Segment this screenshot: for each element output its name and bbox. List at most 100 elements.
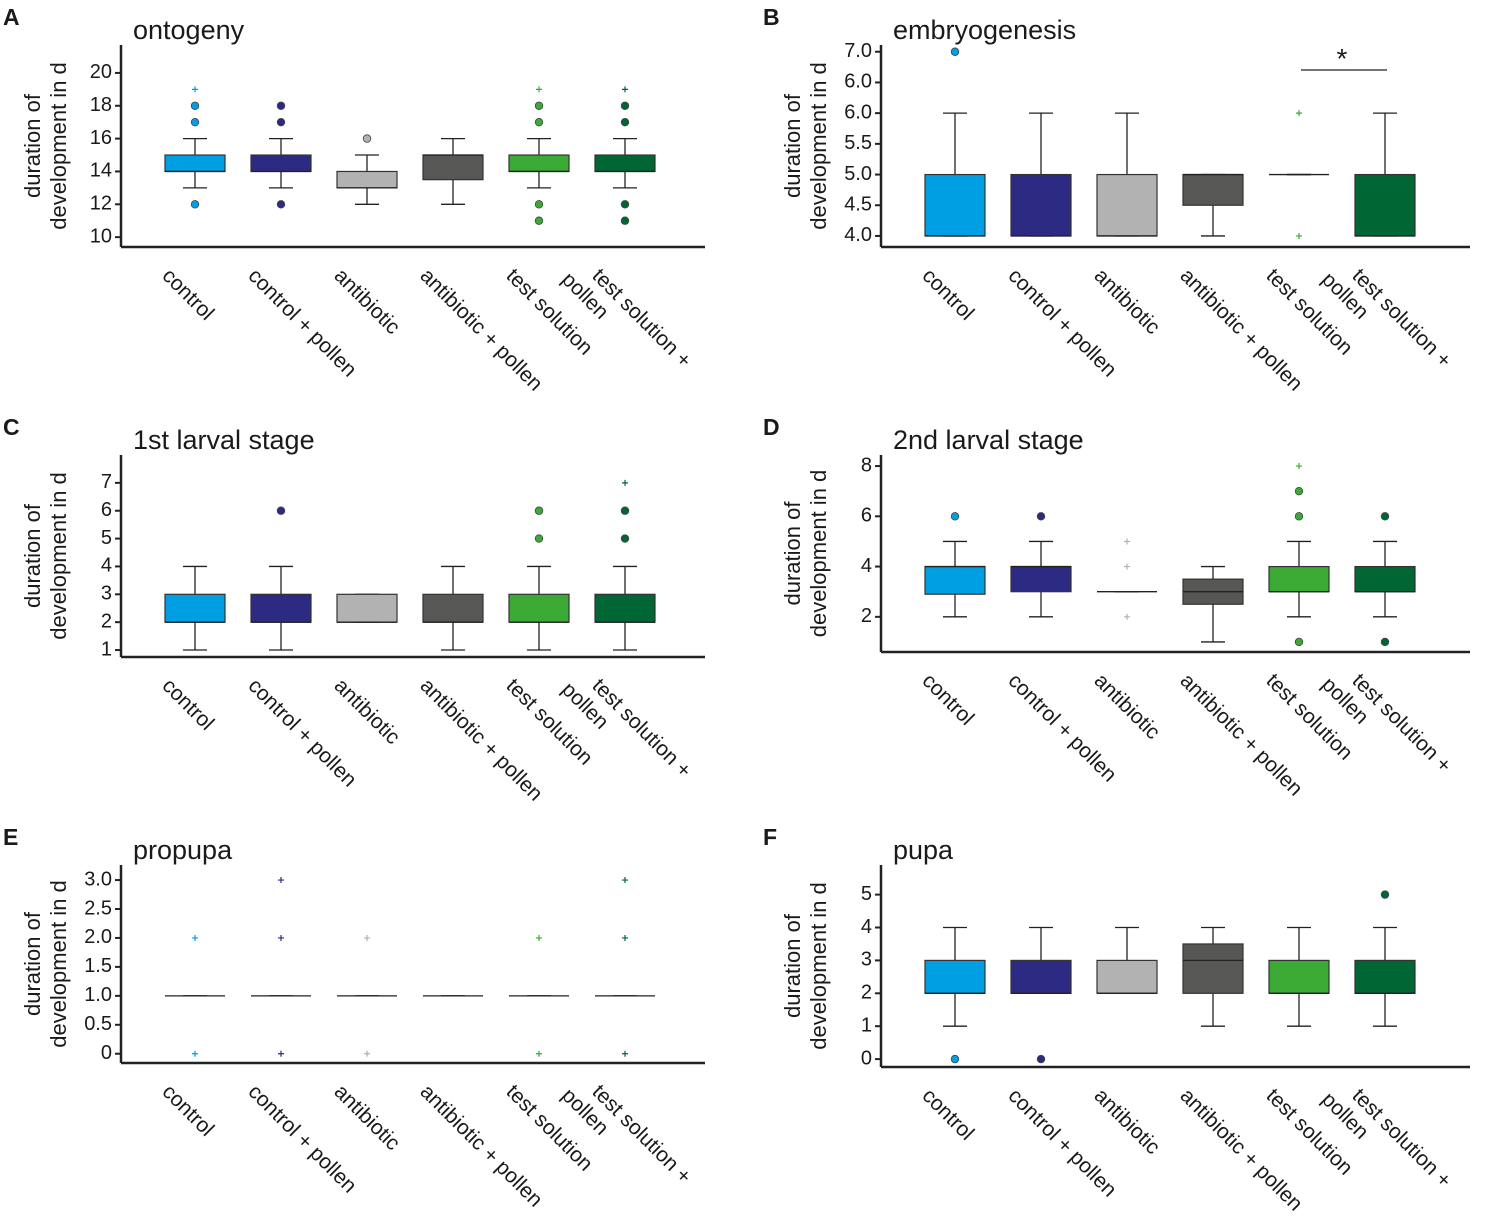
box xyxy=(164,593,226,623)
x-tick-label: antibiotic xyxy=(330,264,405,339)
x-tick-label: control xyxy=(158,674,219,735)
extreme xyxy=(1296,463,1302,470)
y-tick-label: 4.5 xyxy=(844,194,872,216)
outlier xyxy=(1380,637,1390,647)
panel: D 2nd larval stage duration of development … xyxy=(763,414,1470,801)
outlier xyxy=(362,134,372,143)
y-axis-label: development in d xyxy=(46,880,71,1048)
extreme xyxy=(622,1050,628,1057)
y-tick-label: 4.0 xyxy=(844,224,872,246)
box xyxy=(1010,565,1072,593)
x-tick-label: test solution +pollen xyxy=(557,1067,696,1206)
x-tick-label-line: antibiotic xyxy=(330,674,405,749)
y-axis-label: duration of xyxy=(20,911,45,1016)
outlier xyxy=(534,200,544,209)
outlier xyxy=(276,101,286,110)
extreme xyxy=(364,934,370,941)
panel-letter: B xyxy=(763,4,780,30)
x-tick-label-line: antibiotic xyxy=(330,1080,405,1155)
x-tick-label: antibiotic xyxy=(1090,1084,1165,1159)
outlier xyxy=(1380,890,1390,899)
x-tick-label-line: control xyxy=(158,1080,219,1141)
extreme xyxy=(192,86,198,93)
box xyxy=(336,170,398,189)
y-axis-label: development in d xyxy=(806,882,831,1050)
box xyxy=(1182,943,1244,994)
box xyxy=(1096,173,1158,237)
outlier xyxy=(1036,1054,1046,1064)
outlier xyxy=(620,117,630,127)
y-axis-label: development in d xyxy=(806,470,831,638)
y-tick-label: 8 xyxy=(861,454,872,476)
box xyxy=(1182,173,1244,206)
panel: C 1st larval stage duration of development … xyxy=(3,414,705,806)
y-tick-label: 7 xyxy=(101,471,112,493)
extreme xyxy=(192,1050,198,1057)
x-tick-label-line: control xyxy=(918,264,979,325)
box xyxy=(594,154,656,173)
outlier xyxy=(534,534,544,543)
extreme xyxy=(278,1050,284,1057)
outlier xyxy=(534,216,544,225)
panel-title: propupa xyxy=(133,835,233,865)
x-tick-label: test solution +pollen xyxy=(1317,251,1456,390)
outlier xyxy=(1294,637,1304,647)
y-tick-label: 16 xyxy=(90,127,112,149)
y-tick-label: 5.0 xyxy=(844,163,872,185)
extreme xyxy=(536,934,542,941)
outlier xyxy=(620,200,630,209)
x-tick-label-line: control xyxy=(158,264,219,325)
box xyxy=(924,959,986,994)
outlier xyxy=(1294,486,1304,496)
y-tick-label: 2 xyxy=(101,610,112,632)
x-tick-label: antibiotic xyxy=(1090,669,1165,744)
significance-label: * xyxy=(1337,43,1348,74)
y-tick-label: 1.0 xyxy=(84,984,112,1006)
outlier xyxy=(1294,512,1304,521)
box xyxy=(1268,565,1330,593)
x-tick-label: test solution +pollen xyxy=(557,251,696,390)
panel-title: 2nd larval stage xyxy=(893,425,1084,455)
y-axis-label: development in d xyxy=(806,62,831,230)
x-tick-label-line: test solution + xyxy=(588,674,696,782)
box xyxy=(508,593,570,623)
panel-letter: C xyxy=(3,414,20,440)
x-tick-label: antibiotic xyxy=(330,674,405,749)
extreme xyxy=(622,479,628,486)
box xyxy=(924,565,986,595)
y-tick-label: 4 xyxy=(101,555,112,577)
box xyxy=(250,593,312,623)
x-tick-label: control xyxy=(158,1080,219,1141)
box xyxy=(508,154,570,173)
extreme xyxy=(1124,563,1130,570)
x-tick-label-line: test solution + xyxy=(1348,1084,1456,1192)
x-tick-label: control xyxy=(918,669,979,730)
y-tick-label: 3 xyxy=(101,583,112,605)
panel-title: pupa xyxy=(893,835,954,865)
extreme xyxy=(278,934,284,941)
outlier xyxy=(276,117,286,127)
panel-letter: A xyxy=(3,4,20,30)
box xyxy=(1354,959,1416,994)
panel-title: 1st larval stage xyxy=(133,425,315,455)
x-tick-label-line: test solution + xyxy=(588,1080,696,1188)
extreme xyxy=(536,86,542,93)
outlier xyxy=(190,101,200,110)
y-tick-label: 0 xyxy=(861,1047,872,1069)
y-tick-label: 18 xyxy=(90,94,112,116)
outlier xyxy=(620,216,630,225)
y-tick-label: 1 xyxy=(101,638,112,660)
panel-title: embryogenesis xyxy=(893,15,1076,45)
y-tick-label: 6 xyxy=(101,499,112,521)
y-axis-label: development in d xyxy=(46,62,71,230)
x-tick-label-line: test solution + xyxy=(1348,669,1456,777)
x-tick-label: test solution +pollen xyxy=(1317,1071,1456,1210)
outlier xyxy=(1380,512,1390,521)
panel-letter: F xyxy=(763,824,777,850)
y-tick-label: 5 xyxy=(861,883,872,905)
box xyxy=(250,154,312,173)
outlier xyxy=(190,117,200,127)
y-tick-label: 4 xyxy=(861,555,872,577)
extreme xyxy=(622,934,628,941)
